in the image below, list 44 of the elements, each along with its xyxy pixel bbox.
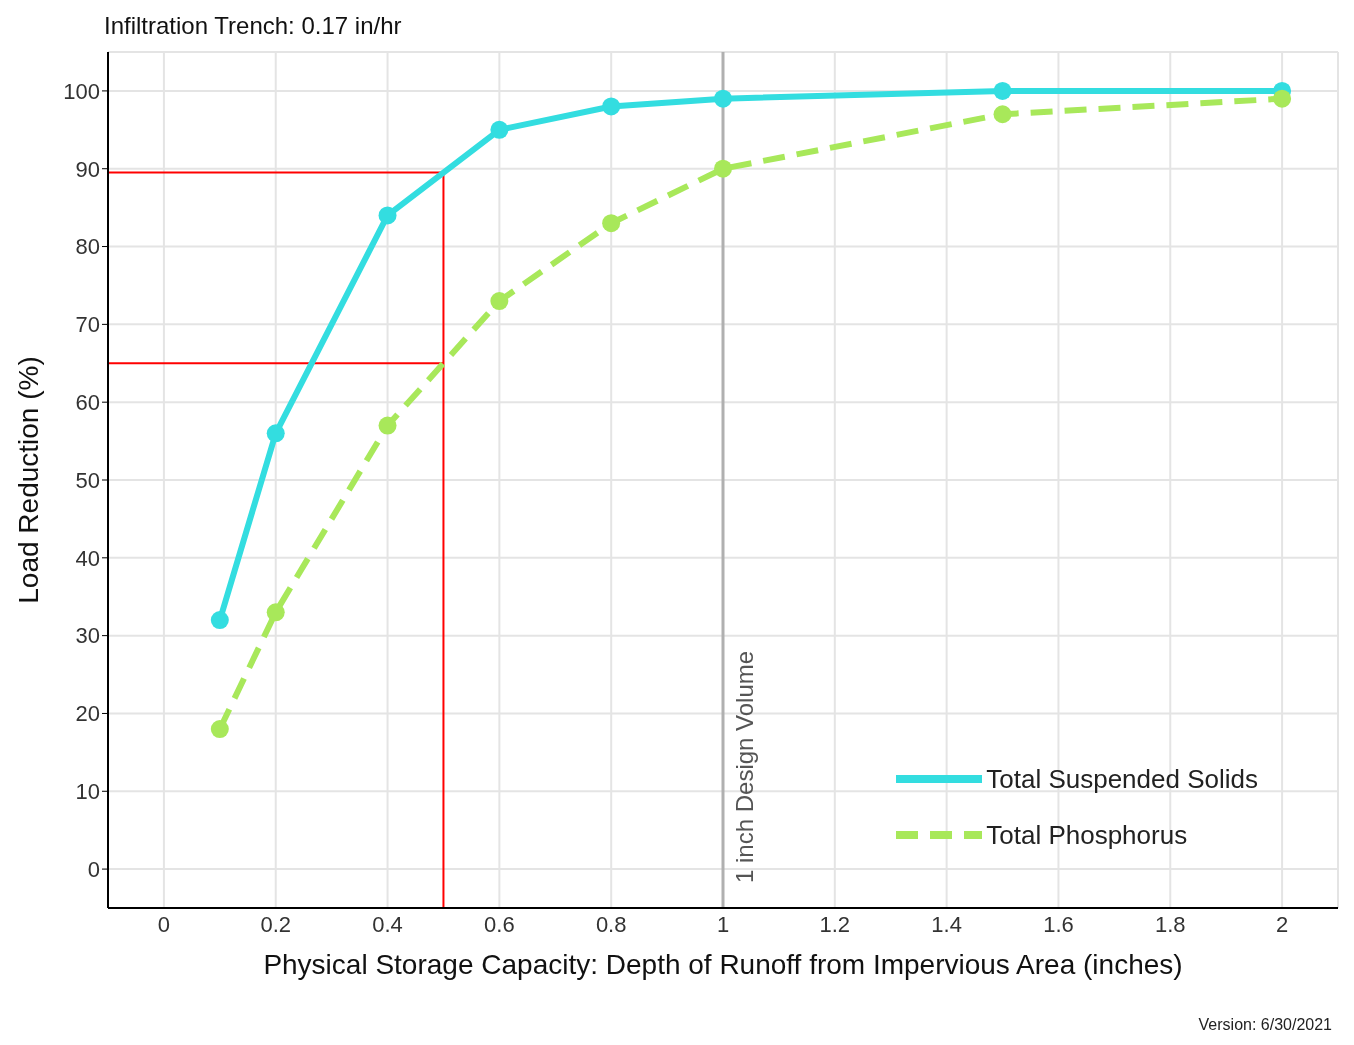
point bbox=[993, 81, 1012, 100]
ref-line-label: 1 inch Design Volume bbox=[731, 650, 758, 883]
x-tick-label: 0 bbox=[157, 911, 171, 937]
y-tick-label: 0 bbox=[87, 856, 100, 882]
point bbox=[378, 206, 397, 225]
chart-title: Infiltration Trench: 0.17 in/hr bbox=[104, 12, 402, 40]
point bbox=[602, 214, 621, 233]
y-axis-title: Load Reduction (%) bbox=[12, 356, 44, 604]
y-tick-label: 90 bbox=[75, 156, 100, 182]
x-tick-label: 0.4 bbox=[372, 911, 403, 937]
point bbox=[993, 105, 1012, 124]
point bbox=[210, 720, 229, 739]
x-tick-label: 1.8 bbox=[1154, 911, 1186, 937]
point bbox=[490, 120, 509, 139]
y-tick-label: 70 bbox=[75, 312, 100, 338]
y-tick-label: 40 bbox=[75, 545, 100, 571]
x-tick-label: 1 bbox=[716, 911, 730, 937]
x-tick-label: 1.2 bbox=[819, 911, 851, 937]
point bbox=[714, 89, 732, 108]
point bbox=[210, 611, 229, 630]
y-tick-label: 60 bbox=[75, 389, 100, 415]
y-tick-label: 50 bbox=[75, 467, 100, 493]
legend-label: Total Suspended Solids bbox=[986, 763, 1258, 795]
x-tick-label: 0.2 bbox=[260, 911, 292, 937]
x-tick-label: 0.6 bbox=[484, 911, 515, 937]
legend-label: Total Phosphorus bbox=[986, 819, 1188, 851]
point bbox=[266, 424, 285, 443]
y-tick-label: 100 bbox=[63, 78, 100, 104]
x-axis-title: Physical Storage Capacity: Depth of Runoff from Impervious Area (inches) bbox=[263, 949, 1183, 980]
x-tick-label: 0.8 bbox=[595, 911, 627, 937]
point bbox=[602, 97, 621, 116]
text: Version: 6/30/2021 bbox=[1198, 1016, 1332, 1034]
point bbox=[714, 159, 732, 178]
y-tick-label: 80 bbox=[75, 234, 100, 260]
point bbox=[266, 603, 285, 622]
y-tick-label: 30 bbox=[75, 623, 100, 649]
x-tick-label: 1.4 bbox=[931, 911, 962, 937]
x-tick-label: 1.6 bbox=[1043, 911, 1074, 937]
y-tick-label: 10 bbox=[75, 779, 100, 805]
point bbox=[490, 292, 509, 311]
point bbox=[378, 416, 397, 435]
y-tick-label: 20 bbox=[75, 701, 100, 727]
x-tick-label: 2 bbox=[1275, 911, 1289, 937]
point bbox=[1273, 89, 1292, 108]
